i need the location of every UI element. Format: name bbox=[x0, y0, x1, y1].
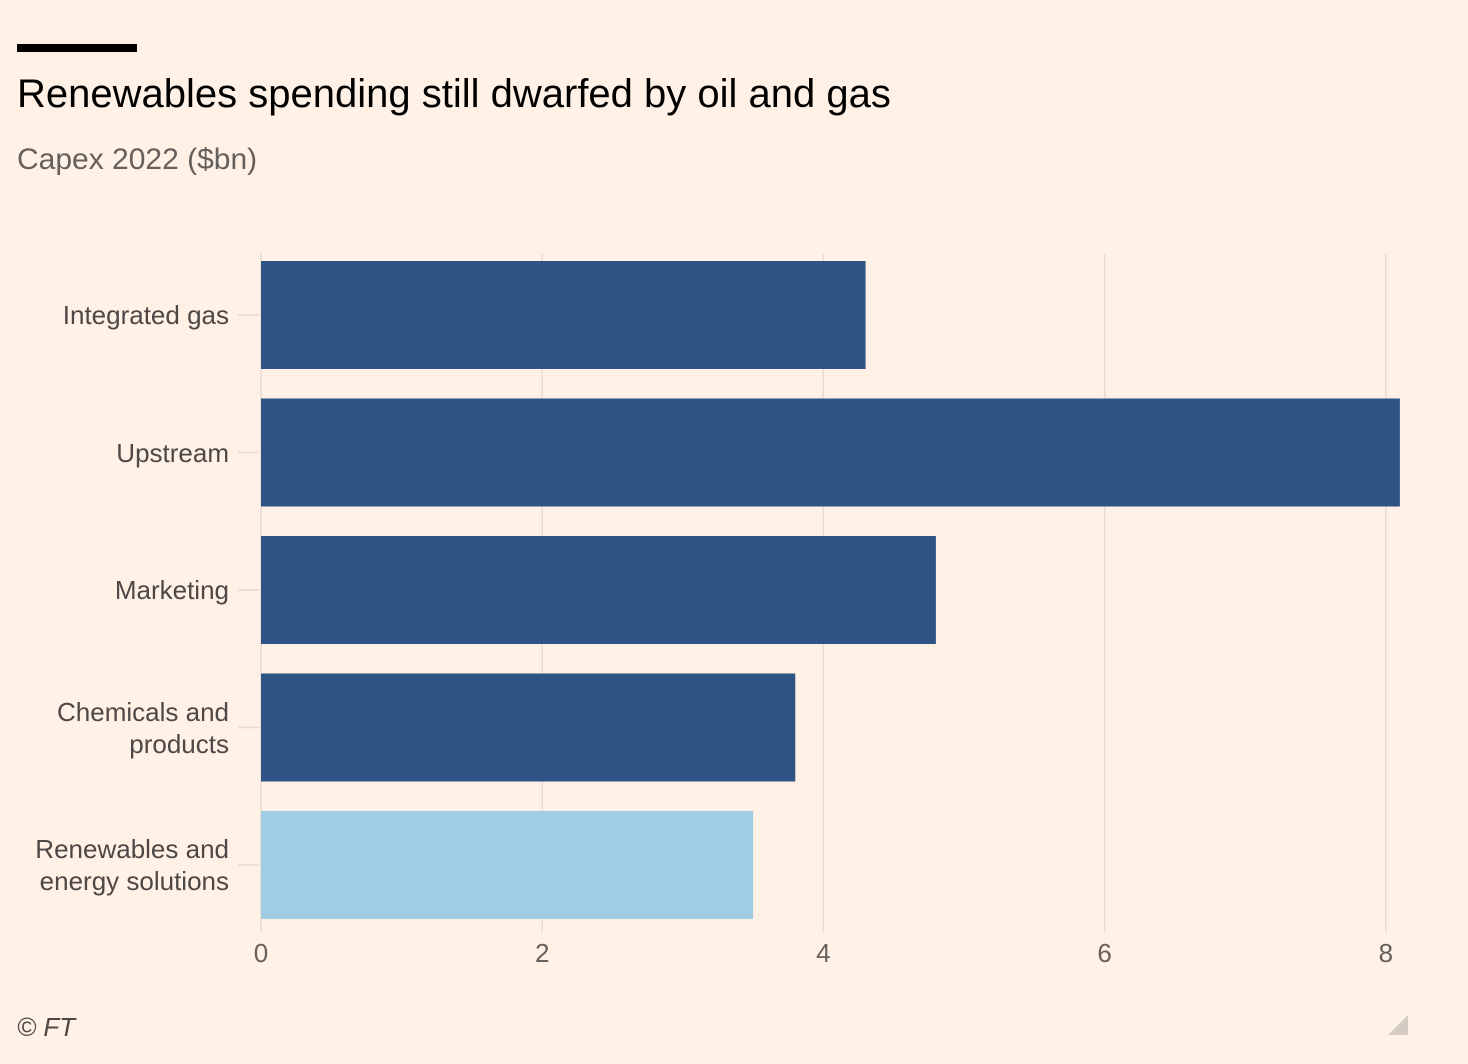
resize-corner-icon bbox=[1388, 1015, 1408, 1035]
x-tick-label: 6 bbox=[1097, 938, 1111, 968]
bar-upstream bbox=[261, 398, 1400, 507]
category-label-line: Chemicals and bbox=[57, 696, 229, 727]
category-label-line: Marketing bbox=[114, 575, 229, 605]
bar-layer bbox=[261, 261, 1400, 919]
category-label: Renewables and energy solutions bbox=[0, 833, 229, 897]
x-tick-label: 4 bbox=[816, 938, 830, 968]
bar-chemicals-and-products bbox=[261, 673, 796, 782]
source-credit: © FT bbox=[17, 1012, 76, 1042]
category-label: Upstream bbox=[0, 437, 229, 469]
chart-title: Renewables spending still dwarfed by oil… bbox=[17, 72, 891, 116]
x-tick-label: 2 bbox=[535, 938, 549, 968]
category-label-line: Renewables and bbox=[35, 834, 229, 864]
title-rule bbox=[17, 44, 137, 52]
category-label-line: Upstream bbox=[116, 437, 229, 468]
x-tick-label: 0 bbox=[254, 938, 268, 968]
category-label: Marketing bbox=[0, 574, 229, 606]
category-label: Chemicals and products bbox=[0, 696, 229, 760]
x-tick-label: 8 bbox=[1379, 938, 1393, 968]
bar-marketing bbox=[261, 536, 936, 644]
chart-subtitle: Capex 2022 ($bn) bbox=[17, 143, 258, 176]
x-axis-ticks: 0 2 4 6 8 bbox=[254, 938, 1393, 968]
category-label-line: Integrated gas bbox=[62, 300, 229, 330]
bar-integrated-gas bbox=[261, 261, 866, 369]
bar-renewables-and-energy-solutions bbox=[261, 811, 754, 919]
category-label-line: products bbox=[129, 728, 229, 759]
category-label-line: energy solutions bbox=[39, 866, 229, 896]
category-label: Integrated gas bbox=[0, 299, 229, 331]
